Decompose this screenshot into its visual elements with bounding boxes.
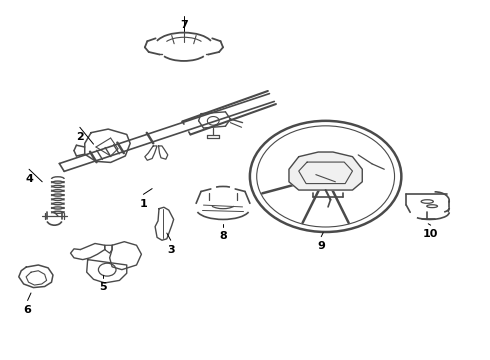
Text: 6: 6 xyxy=(24,305,31,315)
Text: 8: 8 xyxy=(219,231,227,241)
Text: 7: 7 xyxy=(180,21,188,30)
Text: 9: 9 xyxy=(318,241,325,251)
Text: 2: 2 xyxy=(76,132,84,141)
Text: 3: 3 xyxy=(167,244,174,255)
Polygon shape xyxy=(289,152,362,190)
Text: 5: 5 xyxy=(99,282,107,292)
Text: 10: 10 xyxy=(423,229,439,239)
Text: 4: 4 xyxy=(25,174,33,184)
Text: 1: 1 xyxy=(140,199,147,209)
